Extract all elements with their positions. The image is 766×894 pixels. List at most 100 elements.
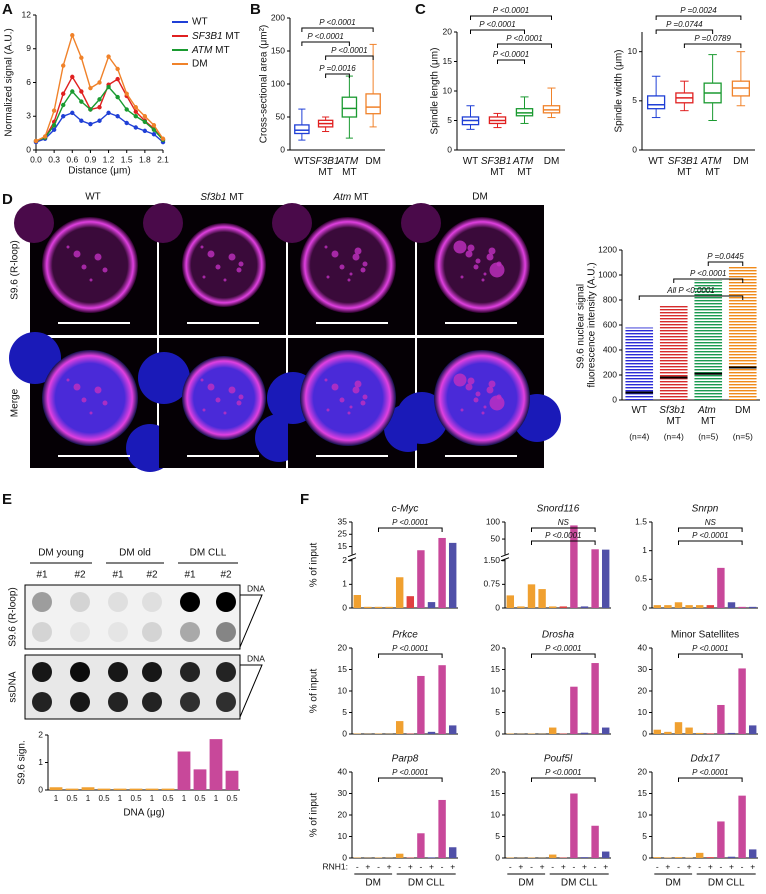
blot-membrane <box>24 584 241 650</box>
y-tick-label: 20 <box>638 766 648 776</box>
count-label: (n=4) <box>664 431 684 441</box>
nuclear-focus <box>102 400 108 406</box>
dna-wedge <box>239 664 263 718</box>
significance-bracket <box>531 777 596 782</box>
panel-title: Pouf5l <box>544 754 573 765</box>
point <box>61 102 66 108</box>
box <box>647 95 666 110</box>
bar <box>438 799 446 858</box>
y-tick-label: 100 <box>486 516 500 526</box>
nuclear-focus <box>475 391 481 397</box>
point <box>79 118 84 123</box>
y-tick-label: 10 <box>491 809 501 819</box>
y-tick-label: 0.5 <box>635 574 647 584</box>
neighbor-nucleus <box>138 352 190 404</box>
legend-label: DM <box>192 59 208 70</box>
dna-label: DNA <box>247 653 265 663</box>
nucleus <box>42 217 138 313</box>
y-tick-label: 15 <box>443 56 453 66</box>
blot-dot <box>180 592 200 612</box>
significance-bracket <box>497 59 525 64</box>
nuclear-focus <box>481 411 485 415</box>
nuclear-focus <box>339 397 345 403</box>
y-tick-label: 2 <box>38 729 43 739</box>
count-label: (n=4) <box>629 431 649 441</box>
significance-bracket <box>707 261 744 266</box>
axis-break <box>348 554 356 559</box>
nuclear-focus <box>481 278 485 282</box>
panel-letter: A <box>2 1 13 18</box>
y-tick-label: 20 <box>638 685 648 695</box>
y-tick-label: 200 <box>271 12 285 22</box>
bar <box>161 788 175 790</box>
y-tick-label: 0 <box>342 852 347 862</box>
nuclear-focus <box>326 275 330 279</box>
nuclear-focus <box>236 267 242 273</box>
bar <box>706 857 715 858</box>
bar <box>570 793 578 858</box>
rnh1-label: - <box>509 861 512 871</box>
blot-dot <box>216 662 236 682</box>
significance-bracket <box>470 29 525 34</box>
point <box>124 107 129 112</box>
y-tick-label: 10 <box>338 831 348 841</box>
point <box>151 132 157 137</box>
x-tick-label: SF3B1 MT <box>309 156 342 178</box>
bar <box>527 584 536 608</box>
point <box>88 85 93 91</box>
blot-replicate-label: #2 <box>220 570 232 581</box>
nuclear-focus <box>200 245 204 249</box>
panel-title: Drosha <box>542 630 575 641</box>
y-tick-label: 20 <box>491 642 501 652</box>
point <box>133 125 138 130</box>
nuclear-focus <box>362 394 368 400</box>
point <box>97 97 102 102</box>
bar <box>177 751 191 790</box>
rnh1-label: + <box>687 861 692 871</box>
blot-membrane <box>24 654 241 720</box>
point <box>97 118 102 123</box>
bar <box>97 788 111 790</box>
x-tick-label: SF3B1 MT <box>481 156 514 178</box>
y-tick-label: 15 <box>491 788 501 798</box>
bar <box>570 525 578 608</box>
bar <box>81 787 95 790</box>
bar <box>748 849 757 858</box>
significance-label: NS <box>705 518 717 527</box>
x-tick-label: 0.3 <box>48 154 60 164</box>
bar <box>395 577 404 608</box>
nuclear-focus <box>467 244 475 252</box>
y-tick-label: 0 <box>26 144 31 154</box>
bar <box>193 769 207 790</box>
rnh1-label: + <box>750 861 755 871</box>
point <box>51 123 57 128</box>
group-label: DM <box>365 878 381 889</box>
y-tick-label: 0 <box>632 144 637 154</box>
rnh1-label: - <box>441 861 444 871</box>
x-tick-label: ATM MT <box>337 156 361 178</box>
dna-label: DNA <box>247 583 265 593</box>
blot-replicate-label: #2 <box>146 570 158 581</box>
y-tick-label: 0 <box>642 728 647 738</box>
significance-label: P <0.0001 <box>692 531 728 540</box>
y-tick-label: 10 <box>638 707 648 717</box>
significance-label: P <0.0001 <box>392 518 428 527</box>
bar <box>695 605 704 608</box>
significance-label: All P <0.0001 <box>666 286 715 295</box>
blot-group-label: DM young <box>38 548 84 559</box>
y-tick-label: 20 <box>338 642 348 652</box>
point <box>106 84 111 90</box>
point <box>79 89 84 94</box>
x-tick-label: DM <box>733 156 749 167</box>
significance-bracket <box>678 653 743 658</box>
bar <box>417 550 425 608</box>
significance-label: P <0.0001 <box>392 768 428 777</box>
bar <box>538 589 546 608</box>
axis-break <box>501 554 509 559</box>
y-tick-label: 40 <box>338 766 348 776</box>
y-tick-label: 400 <box>603 344 617 354</box>
bar <box>395 721 404 734</box>
bar <box>738 606 746 608</box>
bar <box>225 770 239 790</box>
point <box>42 134 48 139</box>
